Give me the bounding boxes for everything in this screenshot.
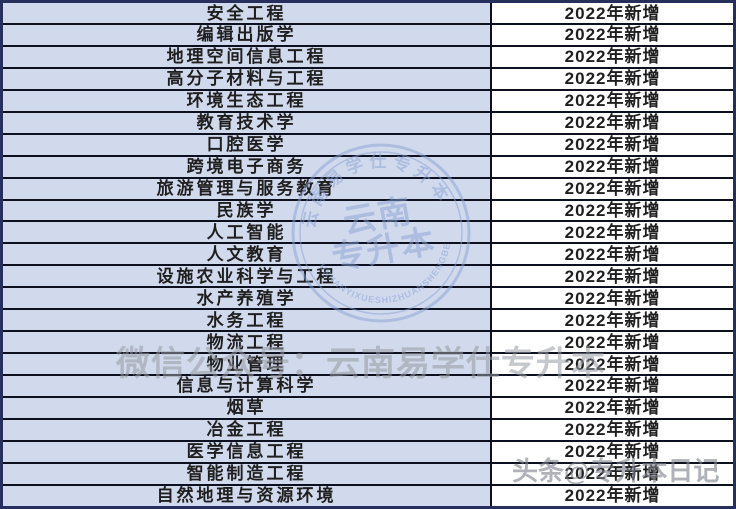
status-cell: 2022年新增 <box>490 330 736 355</box>
major-name-cell: 物流工程 <box>0 330 493 355</box>
major-name-cell: 冶金工程 <box>0 417 493 442</box>
table-row: 设施农业科学与工程 2022年新增 <box>0 264 736 289</box>
status-cell: 2022年新增 <box>490 154 736 179</box>
table-row: 物流工程 2022年新增 <box>0 330 736 355</box>
status-cell: 2022年新增 <box>490 374 736 398</box>
major-name-cell: 旅游管理与服务教育 <box>0 176 493 201</box>
status-cell: 2022年新增 <box>490 176 736 201</box>
table-row: 物业管理 2022年新增 <box>0 352 736 377</box>
major-name-cell: 教育技术学 <box>0 110 493 135</box>
major-name-cell: 设施农业科学与工程 <box>0 264 493 289</box>
status-cell: 2022年新增 <box>490 23 736 47</box>
major-name-cell: 高分子材料与工程 <box>0 66 493 91</box>
table-row: 口腔医学 2022年新增 <box>0 132 736 157</box>
table-row: 安全工程 2022年新增 <box>0 0 736 25</box>
table-row: 教育技术学 2022年新增 <box>0 110 736 135</box>
major-name-cell: 环境生态工程 <box>0 88 493 113</box>
major-name-cell: 自然地理与资源环境 <box>0 483 493 509</box>
table-row: 冶金工程 2022年新增 <box>0 417 736 442</box>
status-cell: 2022年新增 <box>490 461 736 486</box>
status-cell: 2022年新增 <box>490 220 736 245</box>
status-cell: 2022年新增 <box>490 352 736 377</box>
major-name-cell: 人文教育 <box>0 242 493 267</box>
table-row: 烟草 2022年新增 <box>0 395 736 420</box>
major-name-cell: 编辑出版学 <box>0 23 493 47</box>
major-name-cell: 医学信息工程 <box>0 439 493 464</box>
table-row: 自然地理与资源环境 2022年新增 <box>0 483 736 509</box>
table-row: 水务工程 2022年新增 <box>0 308 736 333</box>
table-row: 跨境电子商务 2022年新增 <box>0 154 736 179</box>
status-cell: 2022年新增 <box>490 110 736 135</box>
major-name-cell: 物业管理 <box>0 352 493 377</box>
table-row: 人工智能 2022年新增 <box>0 220 736 245</box>
status-cell: 2022年新增 <box>490 395 736 420</box>
table-row: 人文教育 2022年新增 <box>0 242 736 267</box>
status-cell: 2022年新增 <box>490 417 736 442</box>
table-row: 信息与计算科学 2022年新增 <box>0 374 736 398</box>
table-row: 旅游管理与服务教育 2022年新增 <box>0 176 736 201</box>
status-cell: 2022年新增 <box>490 88 736 113</box>
table-row: 医学信息工程 2022年新增 <box>0 439 736 464</box>
status-cell: 2022年新增 <box>490 308 736 333</box>
status-cell: 2022年新增 <box>490 286 736 311</box>
major-name-cell: 水产养殖学 <box>0 286 493 311</box>
major-name-cell: 跨境电子商务 <box>0 154 493 179</box>
major-name-cell: 水务工程 <box>0 308 493 333</box>
status-cell: 2022年新增 <box>490 0 736 25</box>
table-row: 智能制造工程 2022年新增 <box>0 461 736 486</box>
status-cell: 2022年新增 <box>490 439 736 464</box>
major-name-cell: 烟草 <box>0 395 493 420</box>
major-name-cell: 民族学 <box>0 198 493 223</box>
status-cell: 2022年新增 <box>490 132 736 157</box>
table-row: 民族学 2022年新增 <box>0 198 736 223</box>
status-cell: 2022年新增 <box>490 44 736 69</box>
status-cell: 2022年新增 <box>490 483 736 509</box>
major-name-cell: 口腔医学 <box>0 132 493 157</box>
status-cell: 2022年新增 <box>490 66 736 91</box>
major-name-cell: 人工智能 <box>0 220 493 245</box>
status-cell: 2022年新增 <box>490 264 736 289</box>
major-name-cell: 地理空间信息工程 <box>0 44 493 69</box>
table-row: 水产养殖学 2022年新增 <box>0 286 736 311</box>
status-cell: 2022年新增 <box>490 242 736 267</box>
major-name-cell: 信息与计算科学 <box>0 374 493 398</box>
major-name-cell: 智能制造工程 <box>0 461 493 486</box>
table-row: 地理空间信息工程 2022年新增 <box>0 44 736 69</box>
major-name-cell: 安全工程 <box>0 0 493 25</box>
status-cell: 2022年新增 <box>490 198 736 223</box>
table-row: 环境生态工程 2022年新增 <box>0 88 736 113</box>
table-row: 高分子材料与工程 2022年新增 <box>0 66 736 91</box>
table-row: 编辑出版学 2022年新增 <box>0 23 736 47</box>
